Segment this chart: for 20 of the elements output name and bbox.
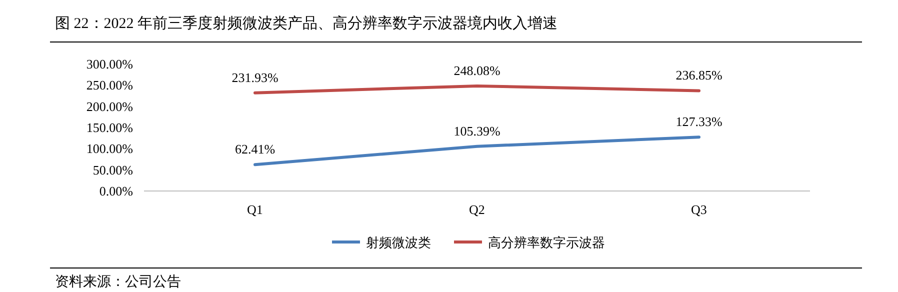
legend-label: 射频微波类	[366, 236, 431, 251]
chart-title: 图 22：2022 年前三季度射频微波类产品、高分辨率数字示波器境内收入增速	[55, 15, 558, 32]
text: 资料来源：公司公告	[55, 274, 181, 290]
y-tick-label: 150.00%	[86, 120, 134, 135]
data-label: 236.85%	[676, 68, 722, 83]
data-label: 105.39%	[454, 123, 500, 138]
data-label: 62.41%	[234, 142, 276, 157]
x-tick-label: Q1	[247, 202, 263, 217]
y-tick-label: 250.00%	[86, 78, 134, 93]
y-tick-label: 100.00%	[86, 141, 134, 156]
data-label: 231.93%	[232, 70, 278, 85]
y-tick-label: 50.00%	[92, 162, 134, 178]
legend-label: 高分辨率数字示波器	[488, 235, 605, 251]
data-label: 127.33%	[676, 114, 722, 130]
x-tick-label: Q3	[691, 202, 707, 217]
y-tick-label: 300.00%	[86, 56, 134, 72]
data-label: 248.08%	[454, 62, 500, 78]
y-tick-label: 200.00%	[86, 98, 134, 114]
y-tick-label: 0.00%	[99, 184, 134, 198]
x-tick-label: Q2	[469, 202, 485, 217]
